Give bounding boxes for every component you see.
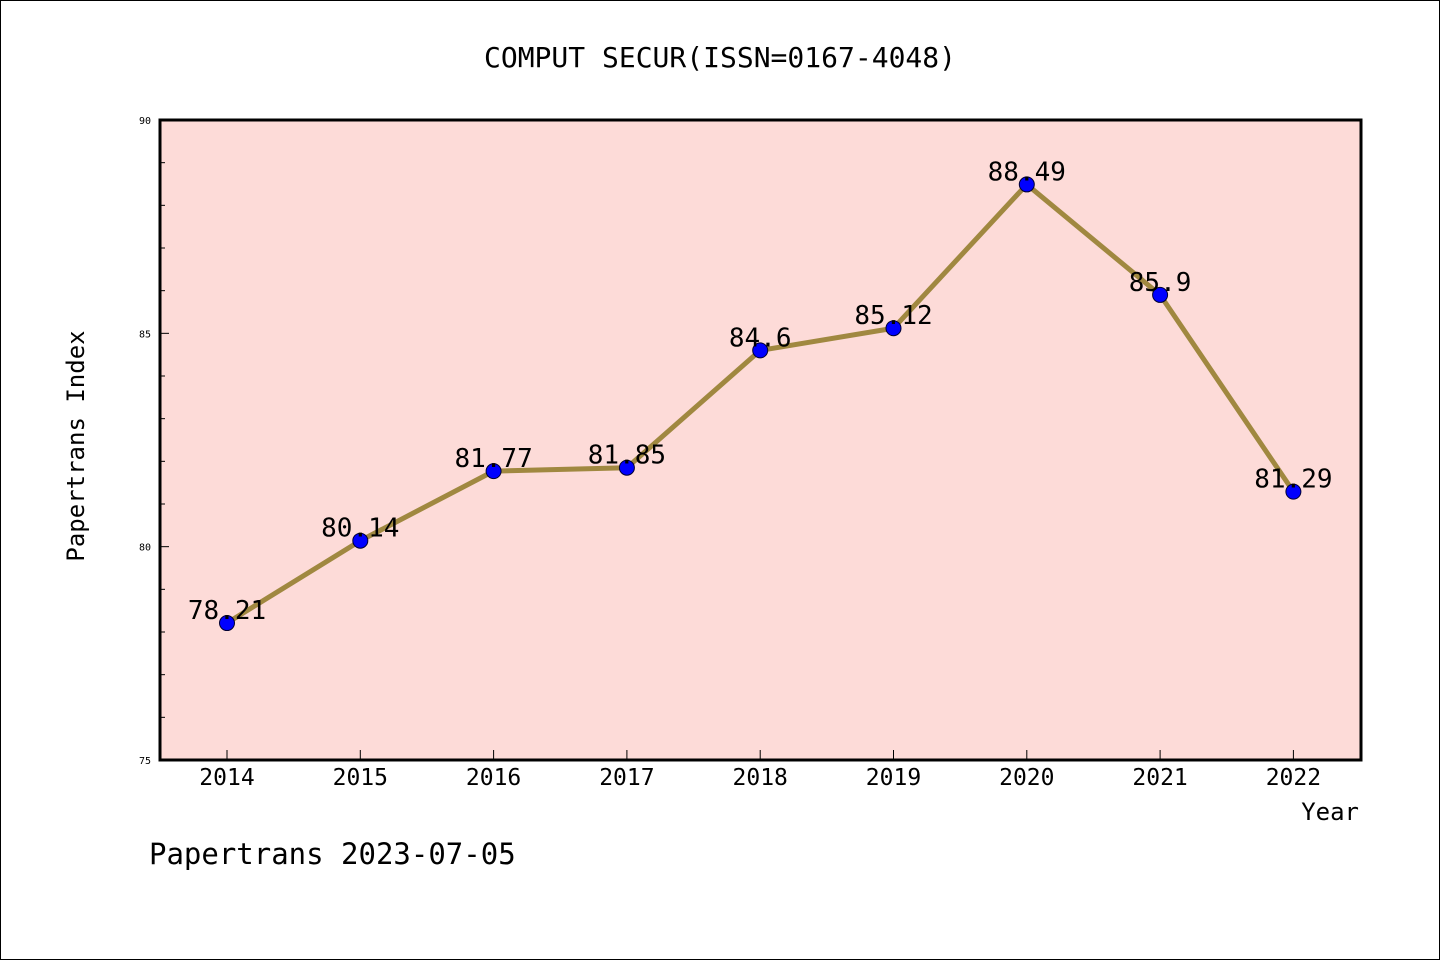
data-label: 88.49 <box>988 157 1066 187</box>
x-tick-label: 2017 <box>599 765 654 791</box>
y-axis-title: Papertrans Index <box>62 330 90 561</box>
x-tick-label: 2022 <box>1266 765 1321 791</box>
data-label: 78.21 <box>188 596 266 626</box>
data-label: 84.6 <box>729 323 792 353</box>
x-tick-label: 2016 <box>466 765 521 791</box>
x-axis: 2014 2015 2016 2017 2018 2019 2020 2021 2022 <box>199 750 1321 791</box>
x-tick-label: 2018 <box>733 765 788 791</box>
plot-area <box>160 120 1361 760</box>
plot-border <box>158 118 1363 762</box>
data-point <box>618 459 635 476</box>
y-tick-label: 75 <box>139 756 151 767</box>
y-tick-label: 85 <box>139 329 151 340</box>
y-tick-label: 80 <box>139 543 151 554</box>
data-point <box>219 615 235 632</box>
data-point <box>885 320 902 337</box>
data-point <box>1152 286 1169 303</box>
series-layer: 78.21 80.14 81.77 81.85 84.6 85.12 88.49 85.9 81… <box>188 157 1333 632</box>
data-label: 85.9 <box>1129 268 1192 298</box>
data-label: 81.77 <box>454 444 532 474</box>
data-point <box>1285 483 1302 500</box>
data-point <box>352 532 369 549</box>
y-tick-label: 90 <box>139 116 151 127</box>
x-tick-label: 2021 <box>1132 765 1187 791</box>
data-point <box>485 463 502 480</box>
data-point <box>752 342 769 359</box>
x-tick-label: 2019 <box>866 765 921 791</box>
data-point <box>1018 176 1035 193</box>
x-tick-label: 2020 <box>999 765 1054 791</box>
data-label: 81.29 <box>1254 465 1332 495</box>
x-tick-label: 2015 <box>333 765 388 791</box>
data-label: 81.85 <box>588 441 666 471</box>
data-label: 80.14 <box>321 514 399 544</box>
x-tick-label: 2014 <box>199 765 254 791</box>
data-label: 85.12 <box>854 301 932 331</box>
chart-title: COMPUT SECUR(ISSN=0167-4048) <box>484 41 956 74</box>
x-axis-title: Year <box>1301 798 1359 826</box>
footer-text: Papertrans 2023-07-05 <box>149 837 516 871</box>
